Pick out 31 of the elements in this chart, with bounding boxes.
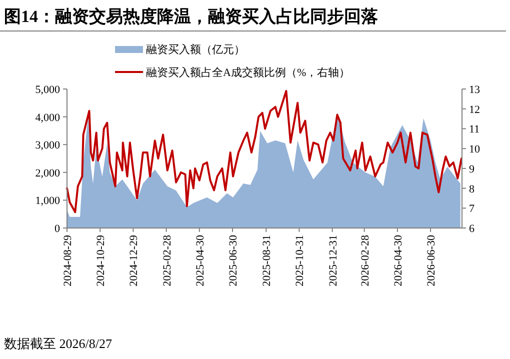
y-tick-label: 4,000 xyxy=(35,112,60,124)
line-series xyxy=(66,90,462,214)
y2-tick-label: 13 xyxy=(469,84,480,96)
y2-tick-label: 11 xyxy=(469,124,480,136)
x-tick-label: 2026-04-30 xyxy=(392,234,404,286)
x-tick-label: 2024-12-29 xyxy=(128,234,140,286)
y2-tick-label: 10 xyxy=(469,144,480,156)
x-tick-label: 2026-02-28 xyxy=(359,234,372,286)
y-tick-label: 0 xyxy=(54,223,60,235)
x-tick-label: 2025-02-28 xyxy=(161,234,174,286)
y2-tick-label: 12 xyxy=(469,104,480,116)
x-tick-label: 2026-06-30 xyxy=(426,234,438,286)
y-tick-label: 2,000 xyxy=(35,167,60,180)
y2-tick-label: 8 xyxy=(469,183,475,196)
y-tick-label: 3,000 xyxy=(35,140,60,152)
x-tick-label: 2025-04-30 xyxy=(194,234,206,286)
y2-tick-label: 6 xyxy=(469,223,475,235)
x-tick-label: 2025-08-31 xyxy=(261,235,274,286)
x-tick-label: 2024-10-29 xyxy=(95,234,108,286)
y2-tick-label: 7 xyxy=(469,203,475,216)
chart-title: 图14：融资交易热度降温，融资买入占比同步回落 xyxy=(4,7,378,26)
x-tick-label: 2025-06-30 xyxy=(227,234,240,286)
x-tick-label: 2024-08-29 xyxy=(62,234,74,286)
y2-tick-label: 9 xyxy=(469,163,475,176)
x-tick-label: 2025-12-31 xyxy=(327,235,340,286)
y-tick-label: 5,000 xyxy=(35,84,60,96)
x-tick-label: 2025-10-31 xyxy=(294,235,306,286)
y-tick-label: 1,000 xyxy=(35,195,60,208)
legend-label: 融资买入额（亿元） xyxy=(146,43,245,56)
legend-label: 融资买入额占全A成交额比例（%，右轴） xyxy=(146,66,350,79)
text: 数据截至 2026/8/27 xyxy=(4,336,112,351)
